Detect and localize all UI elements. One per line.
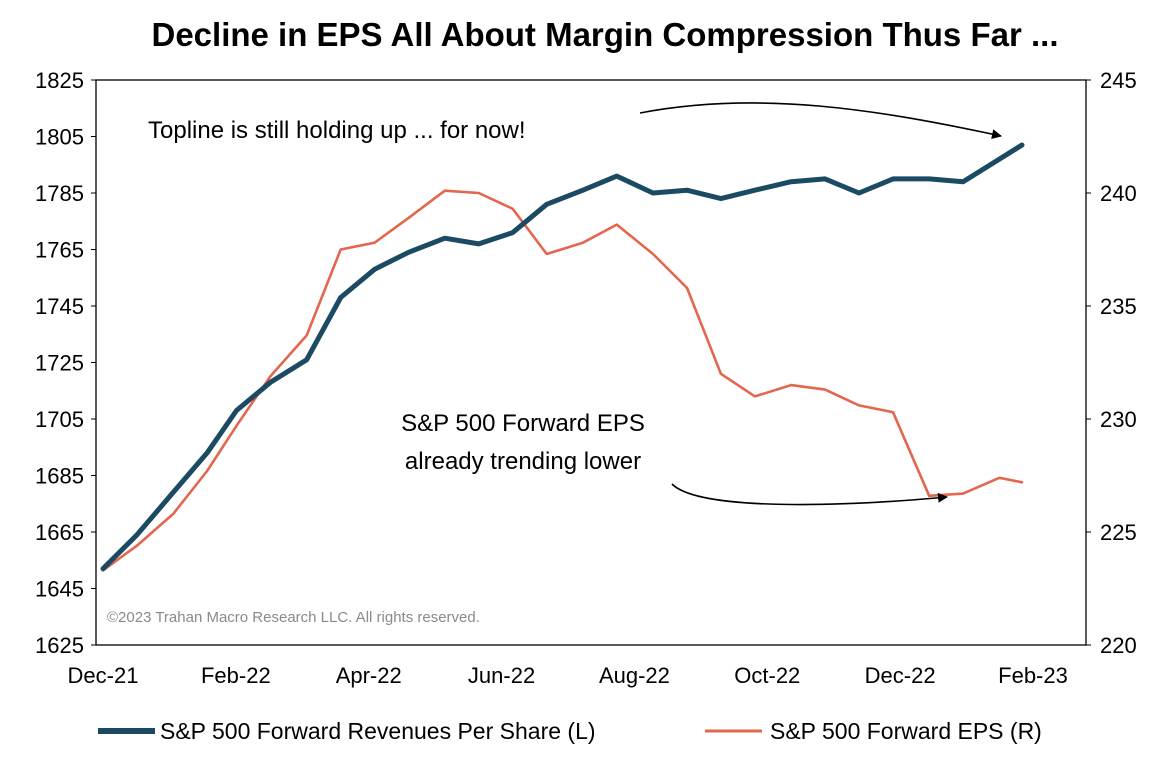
x-tick-label: Dec-22 xyxy=(865,663,936,688)
left-tick-label: 1805 xyxy=(35,125,84,150)
annotation-eps-arrow xyxy=(671,483,948,506)
right-tick-label: 245 xyxy=(1100,68,1137,93)
series-line-revenues xyxy=(100,142,1025,572)
annotation-eps-line2: already trending lower xyxy=(405,448,641,475)
left-tick-label: 1665 xyxy=(35,520,84,545)
x-tick-label: Dec-21 xyxy=(68,663,139,688)
left-tick-label: 1745 xyxy=(35,294,84,319)
right-tick-label: 220 xyxy=(1100,633,1137,658)
left-axis: 1625 1645 1665 1685 1705 1725 1745 1765 1785 1805… xyxy=(35,68,96,658)
legend-label-revenues: S&P 500 Forward Revenues Per Share (L) xyxy=(160,718,596,744)
left-tick-label: 1685 xyxy=(35,464,84,489)
x-tick-label: Aug-22 xyxy=(599,663,670,688)
left-tick-label: 1645 xyxy=(35,577,84,602)
series-line-eps xyxy=(101,189,1024,572)
x-tick-label: Jun-22 xyxy=(468,663,535,688)
legend: S&P 500 Forward Revenues Per Share (L) S… xyxy=(98,718,1042,744)
x-tick-label: Apr-22 xyxy=(336,663,402,688)
annotation-topline-arrow xyxy=(639,102,1002,139)
legend-label-eps: S&P 500 Forward EPS (R) xyxy=(770,718,1042,744)
annotation-topline: Topline is still holding up ... for now! xyxy=(148,117,526,144)
series-layer xyxy=(100,142,1025,572)
copyright-note: ©2023 Trahan Macro Research LLC. All rig… xyxy=(107,609,480,626)
right-tick-label: 230 xyxy=(1100,407,1137,432)
left-tick-label: 1625 xyxy=(35,633,84,658)
left-tick-label: 1725 xyxy=(35,351,84,376)
left-tick-label: 1825 xyxy=(35,68,84,93)
right-axis: 220 225 230 235 240 245 xyxy=(1086,68,1137,658)
right-tick-label: 225 xyxy=(1100,520,1137,545)
left-tick-label: 1785 xyxy=(35,181,84,206)
right-tick-label: 235 xyxy=(1100,294,1137,319)
plot-area xyxy=(95,79,1087,646)
x-axis: Dec-21 Feb-22 Apr-22 Jun-22 Aug-22 Oct-22 Dec-… xyxy=(68,663,1068,688)
x-tick-label: Feb-22 xyxy=(201,663,271,688)
annotation-eps-line1: S&P 500 Forward EPS xyxy=(401,410,645,437)
left-tick-label: 1765 xyxy=(35,238,84,263)
chart-title: Decline in EPS All About Margin Compress… xyxy=(151,16,1058,53)
x-tick-label: Oct-22 xyxy=(734,663,800,688)
left-tick-label: 1705 xyxy=(35,407,84,432)
x-tick-label: Feb-23 xyxy=(998,663,1068,688)
right-tick-label: 240 xyxy=(1100,181,1137,206)
